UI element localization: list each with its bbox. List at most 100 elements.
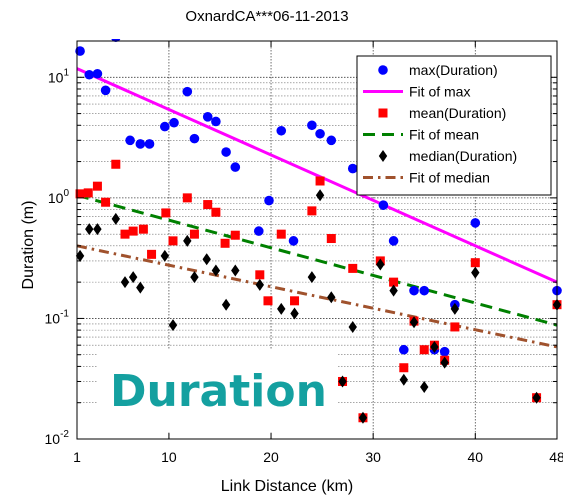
- x-tick-label: 30: [365, 449, 381, 465]
- data-point: [168, 319, 178, 332]
- data-point: [183, 234, 192, 247]
- data-point: [136, 281, 145, 294]
- data-point: [189, 229, 199, 239]
- chart-title: OxnardCA***06-11-2013: [185, 8, 348, 25]
- series-diamond: [75, 189, 562, 424]
- data-point: [128, 226, 138, 236]
- y-tick-label: 10-1: [45, 308, 70, 326]
- data-point: [276, 229, 286, 239]
- annotation-box: [98, 350, 338, 432]
- data-point: [125, 135, 135, 146]
- data-point: [182, 193, 192, 203]
- data-point: [85, 223, 94, 236]
- data-point: [202, 112, 213, 122]
- fit-line: [76, 67, 558, 284]
- y-axis-label: Duration (m): [20, 201, 37, 290]
- legend-label: Fit of median: [409, 170, 490, 186]
- legend-label: Fit of mean: [409, 127, 479, 143]
- x-tick-labels: 1 10 20 30 40 48: [73, 449, 563, 465]
- legend-marker: [378, 150, 388, 162]
- data-point: [128, 271, 138, 284]
- data-point: [419, 285, 430, 296]
- data-point: [439, 346, 450, 357]
- data-point: [255, 278, 265, 291]
- data-point: [202, 253, 211, 266]
- data-point: [326, 234, 336, 244]
- data-point: [470, 218, 481, 228]
- data-point: [399, 363, 409, 373]
- data-point: [389, 284, 398, 297]
- data-point: [230, 230, 240, 240]
- data-point: [160, 249, 170, 262]
- data-point: [101, 197, 111, 207]
- data-point: [182, 86, 193, 97]
- x-tick-label: 20: [263, 449, 279, 465]
- data-point: [430, 340, 439, 353]
- legend-box: [356, 55, 552, 196]
- data-point: [160, 121, 170, 132]
- x-tick-label: 1: [73, 449, 81, 465]
- data-point: [135, 139, 146, 149]
- data-point: [389, 277, 399, 287]
- data-point: [230, 162, 241, 172]
- data-point: [450, 322, 460, 332]
- y-tick-labels: 10-2 10-1 100 101: [45, 67, 70, 447]
- data-point: [307, 206, 317, 216]
- annotation-layer: Duration: [98, 350, 338, 432]
- data-point: [276, 125, 287, 136]
- data-point: [348, 263, 358, 273]
- data-point: [138, 224, 148, 234]
- x-axis-label: Link Distance (km): [221, 478, 353, 495]
- data-point: [211, 207, 221, 217]
- x-tick-label: 10: [161, 449, 177, 465]
- legend: max(Duration) Fit of max mean(Duration) Fit…: [356, 55, 552, 196]
- data-point: [290, 307, 299, 320]
- data-point: [92, 68, 103, 79]
- legend-label: max(Duration): [409, 62, 498, 78]
- data-point: [83, 188, 93, 198]
- data-point: [111, 212, 121, 225]
- data-point: [315, 128, 325, 139]
- data-point: [440, 356, 449, 369]
- axes-frame: [76, 40, 558, 440]
- y-tick-label: 101: [48, 67, 70, 85]
- data-point: [358, 411, 368, 424]
- data-point: [263, 296, 273, 306]
- data-point: [221, 147, 231, 157]
- data-point: [100, 85, 111, 96]
- data-point: [221, 298, 231, 311]
- fit-lines: [76, 67, 558, 349]
- data-point: [378, 200, 389, 210]
- data-point: [75, 189, 85, 199]
- data-point: [253, 226, 264, 236]
- legend-label: mean(Duration): [409, 105, 506, 121]
- data-point: [161, 208, 171, 218]
- data-point: [220, 238, 230, 248]
- data-point: [532, 391, 541, 404]
- annotation-label: Duration: [110, 366, 327, 417]
- data-point: [277, 302, 286, 315]
- data-points: [75, 39, 562, 424]
- legend-label: median(Duration): [409, 148, 517, 164]
- data-point: [264, 195, 274, 206]
- data-point: [348, 320, 357, 333]
- data-point: [111, 159, 121, 169]
- x-tick-label: 48: [549, 449, 563, 465]
- data-point: [189, 133, 200, 144]
- legend-label: Fit of max: [409, 84, 470, 100]
- data-point: [169, 117, 179, 128]
- y-tick-label: 10-2: [45, 429, 70, 447]
- data-point: [75, 249, 85, 262]
- data-point: [376, 258, 385, 271]
- data-point: [399, 344, 409, 355]
- data-point: [315, 176, 325, 186]
- data-point: [307, 120, 317, 131]
- data-point: [290, 296, 300, 306]
- data-point: [388, 236, 399, 246]
- data-point: [307, 271, 317, 284]
- data-point: [327, 291, 336, 304]
- data-point: [470, 258, 480, 268]
- data-point: [255, 270, 265, 280]
- fit-line: [76, 193, 558, 327]
